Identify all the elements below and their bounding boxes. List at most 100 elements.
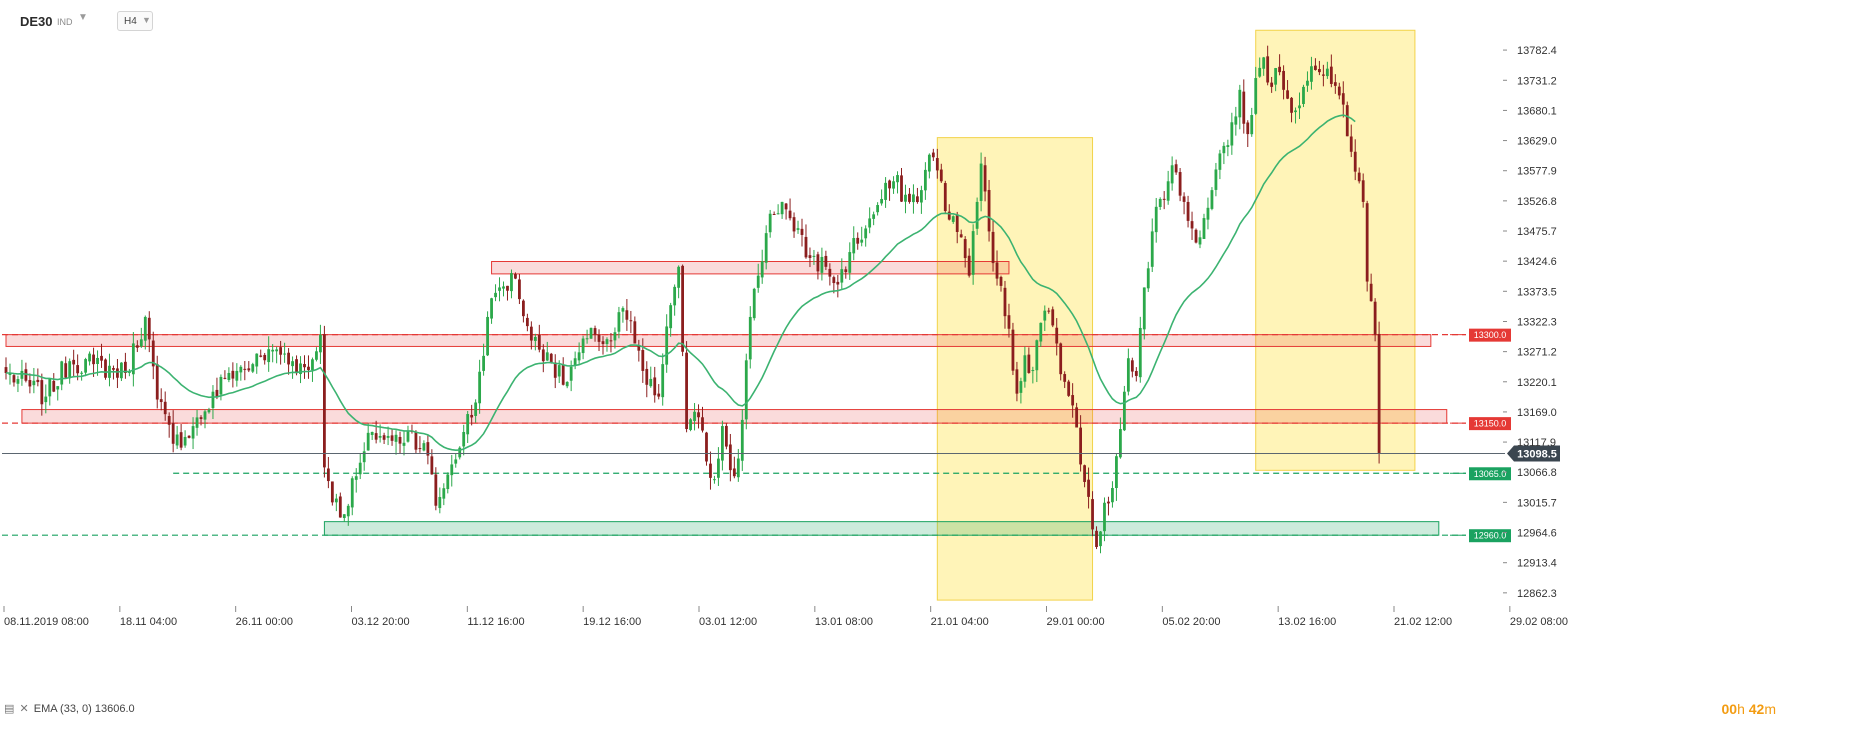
candle-body — [541, 349, 545, 362]
candle-body — [434, 474, 438, 506]
chart-toolbar: DE30 IND ▼ H4 ▼ — [0, 0, 1866, 44]
candle-body — [724, 425, 728, 447]
candle-body — [951, 216, 955, 222]
x-tick-label: 26.11 00:00 — [236, 616, 293, 628]
candle-body — [522, 300, 525, 317]
candle-body — [728, 444, 732, 471]
candle-body — [1345, 105, 1349, 137]
candle-body — [506, 285, 509, 291]
symbol-type: IND — [57, 17, 73, 27]
candle-body — [1286, 90, 1289, 99]
axes-layer: 13098.5 13782.4 13731.2 13680.1 13629.0 13577… — [2, 45, 1568, 628]
candle-body — [442, 488, 446, 499]
candle-body — [1365, 203, 1369, 282]
candle-body — [243, 368, 247, 370]
candle-body — [36, 379, 40, 383]
candle-body — [983, 165, 987, 192]
level-label-13065.0: 13065.0 — [1474, 469, 1507, 479]
candle-body — [1318, 69, 1321, 73]
candle-body — [326, 468, 330, 482]
candle-body — [1122, 391, 1126, 431]
candle-body — [1333, 82, 1337, 86]
candle-body — [1270, 82, 1274, 87]
timeframe-selector[interactable]: H4 ▼ — [117, 11, 153, 31]
candle-body — [1071, 395, 1075, 406]
candle-body — [613, 332, 617, 341]
candle-body — [1329, 66, 1333, 84]
candle-body — [1126, 358, 1130, 392]
candle-body — [748, 316, 752, 360]
candle-body — [275, 349, 279, 352]
symbol-dropdown-icon[interactable]: ▼ — [78, 12, 88, 23]
candle-body — [96, 357, 99, 364]
candle-body — [677, 266, 681, 288]
level-label-13300.0: 13300.0 — [1474, 330, 1507, 340]
countdown-hours-unit: h — [1737, 701, 1745, 717]
candle-body — [283, 353, 286, 355]
candle-body — [195, 417, 199, 428]
candle-body — [259, 355, 263, 357]
resistance-zone-1 — [491, 260, 1010, 275]
candle-body — [4, 367, 8, 373]
candle-body — [422, 443, 426, 451]
candle-body — [191, 426, 195, 439]
candle-body — [772, 213, 776, 215]
candle-body — [912, 194, 915, 203]
candle-body — [358, 462, 362, 475]
candle-body — [812, 255, 816, 257]
candle-body — [56, 386, 60, 390]
candle-body — [1107, 501, 1110, 504]
candle-body — [856, 237, 860, 244]
candle-body — [84, 359, 87, 373]
x-tick-label: 13.01 08:00 — [815, 616, 873, 628]
candle-body — [398, 436, 402, 444]
settings-icon[interactable]: ▤ — [4, 703, 15, 715]
candle-body — [732, 468, 736, 477]
candle-body — [1055, 327, 1059, 344]
y-tick-label: 13782.4 — [1517, 45, 1557, 57]
candle-body — [665, 326, 669, 365]
candle-body — [1226, 145, 1230, 148]
candle-body — [502, 286, 505, 289]
candle-body — [697, 412, 700, 418]
candle-body — [629, 320, 633, 322]
candle-body — [999, 276, 1003, 286]
candle-body — [155, 364, 159, 400]
candle-body — [625, 310, 629, 320]
candle-body — [1111, 488, 1114, 503]
candle-body — [1186, 201, 1190, 221]
symbol-name[interactable]: DE30 — [20, 14, 53, 29]
candle-body — [577, 352, 581, 361]
candle-body — [832, 277, 836, 284]
candle-body — [756, 275, 760, 288]
y-tick-label: 12913.4 — [1517, 558, 1557, 570]
candle-body — [621, 308, 625, 312]
candle-body — [450, 464, 454, 476]
candle-body — [446, 474, 450, 490]
close-icon[interactable]: ✕ — [19, 703, 29, 715]
candle-body — [135, 345, 139, 348]
candle-body — [1294, 110, 1297, 113]
candle-body — [1353, 151, 1357, 172]
candle-body — [1246, 122, 1250, 135]
candle-countdown: 00h 42m — [1721, 701, 1776, 717]
candle-body — [374, 433, 378, 440]
candle-body — [1314, 65, 1317, 70]
candle-body — [28, 380, 32, 387]
candle-body — [315, 351, 318, 360]
candle-body — [382, 435, 386, 440]
candle-body — [287, 352, 290, 365]
candle-body — [143, 316, 147, 341]
countdown-minutes: 42 — [1748, 701, 1765, 717]
candle-body — [131, 343, 135, 375]
candle-body — [752, 288, 756, 319]
y-tick-label: 13526.8 — [1517, 196, 1557, 208]
x-tick-label: 03.12 20:00 — [352, 616, 410, 628]
x-tick-label: 18.11 04:00 — [120, 616, 177, 628]
x-tick-label: 21.02 12:00 — [1394, 616, 1452, 628]
candle-body — [565, 381, 569, 387]
candle-body — [116, 368, 119, 378]
countdown-minutes-unit: m — [1764, 701, 1776, 717]
candle-body — [533, 337, 537, 341]
